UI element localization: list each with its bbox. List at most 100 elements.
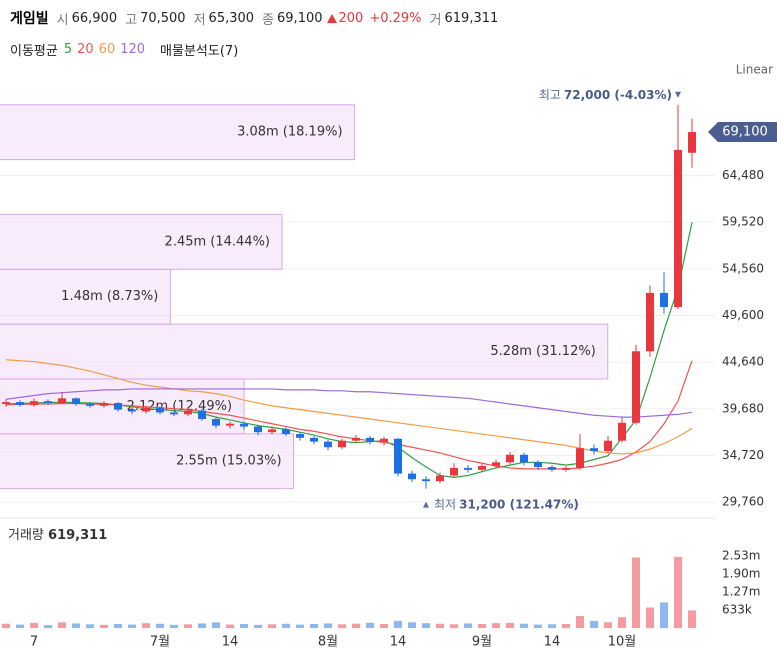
y-tick-label: 39,680 [722, 401, 764, 415]
candle-body [380, 438, 388, 442]
candle-body [590, 448, 598, 452]
volume-bar [2, 623, 10, 628]
volume-bar [632, 557, 640, 628]
volume-bar [562, 624, 570, 628]
candle-body [226, 423, 234, 426]
candle-body [170, 412, 178, 415]
volume-bar [660, 602, 668, 628]
high-annotation: 최고 72,000 (-4.03%) [539, 87, 672, 101]
high-label: 최고 [539, 87, 561, 101]
volume-bar [604, 622, 612, 628]
candle-body [660, 292, 668, 308]
y-tick-label: 29,760 [722, 495, 764, 509]
volume-bar [436, 623, 444, 628]
volume-bar [618, 617, 626, 628]
volume-bar [324, 623, 332, 628]
candle-body [268, 429, 276, 433]
profile-label: 매물분석도(7) [160, 44, 239, 59]
quote-label: 종 [262, 12, 275, 28]
profile-bar [0, 268, 171, 325]
volume-bar [100, 624, 108, 628]
candle-body [506, 454, 514, 463]
profile-label: 2.45m (14.44%) [165, 234, 270, 249]
low-annotation: 최저 31,200 (121.47%) [434, 497, 579, 511]
high-text: 72,000 (-4.03%) [564, 87, 672, 101]
candle-body [632, 351, 640, 423]
candle-body [240, 423, 248, 427]
profile-bar [0, 213, 283, 270]
legend-entry: 120 [120, 42, 146, 57]
y-tick-label: 34,720 [722, 448, 764, 462]
volume-bar [296, 624, 304, 628]
x-tick-label: 10월 [608, 635, 637, 650]
candle-body [282, 429, 290, 435]
candle-body [254, 426, 262, 433]
scale-label: Linear [736, 63, 773, 77]
volume-bar [114, 624, 122, 628]
candle-body [366, 437, 374, 442]
quote-header: 게임빌 시 66,900 고 70,500 저 65,300 종 69,100 200 … [10, 8, 498, 28]
profile-label: 2.12m (12.49%) [127, 399, 232, 414]
y-tick-label: 54,560 [722, 261, 764, 275]
quote-label: 저 [193, 12, 206, 28]
profile-bar [0, 104, 356, 161]
candle-body [534, 462, 542, 468]
legend-entry: 5 [63, 42, 73, 57]
volume-bar [86, 624, 94, 628]
profile-bar [0, 433, 295, 490]
volume-bar [226, 624, 234, 628]
volume-bar [198, 623, 206, 628]
candle-body [492, 462, 500, 467]
profile-label: 2.55m (15.03%) [176, 454, 281, 469]
candle-body [422, 479, 430, 482]
volume-bar [254, 624, 262, 628]
candle-body [114, 403, 122, 410]
candle-body [212, 419, 220, 426]
x-tick-label: 8월 [318, 635, 338, 650]
volume-bar [310, 624, 318, 628]
candle-body [198, 410, 206, 420]
x-tick-label: 9월 [472, 635, 492, 650]
volume-bar [520, 623, 528, 628]
quote-label: 고 [125, 12, 138, 28]
candle-body [2, 402, 10, 404]
candle-body [100, 403, 108, 406]
candle-body [562, 467, 570, 470]
volume-bar [268, 624, 276, 628]
quote-label: 시 [56, 12, 69, 28]
candle-body [324, 441, 332, 448]
candle-body [604, 440, 612, 452]
price-tag-label: 69,100 [722, 125, 768, 140]
volume-value: 619,311 [444, 10, 499, 26]
volume-bar [534, 624, 542, 628]
volume-bar [492, 623, 500, 628]
volume-bar [422, 623, 430, 628]
volume-bar [674, 556, 682, 628]
volume-bar [184, 624, 192, 628]
low-label: 최저 [434, 497, 456, 511]
volume-bar [212, 622, 220, 628]
volume-bar [408, 622, 416, 628]
candle-body [618, 422, 626, 441]
candle-body [520, 454, 528, 463]
up-arrow [326, 13, 337, 23]
candle-body [548, 467, 556, 470]
volume-bar [44, 625, 52, 628]
volume-tick-label: 1.27m [722, 584, 760, 598]
legend-entry: 20 [77, 42, 94, 57]
volume-bar [170, 624, 178, 628]
candle-body [674, 149, 682, 308]
profile-bar [0, 323, 609, 380]
volume-bar [72, 623, 80, 628]
volume-bar [394, 620, 402, 628]
quote-value: 65,300 [208, 10, 255, 26]
profile-label: 5.28m (31.12%) [490, 344, 595, 359]
profile-label: 1.48m (8.73%) [61, 289, 158, 304]
y-tick-label: 59,520 [722, 215, 764, 229]
legend-title: 이동평균 [10, 44, 58, 59]
x-tick-label: 7 [30, 635, 38, 650]
low-arrow [423, 501, 429, 508]
volume-label: 거 [429, 12, 442, 28]
volume-bar [380, 624, 388, 628]
